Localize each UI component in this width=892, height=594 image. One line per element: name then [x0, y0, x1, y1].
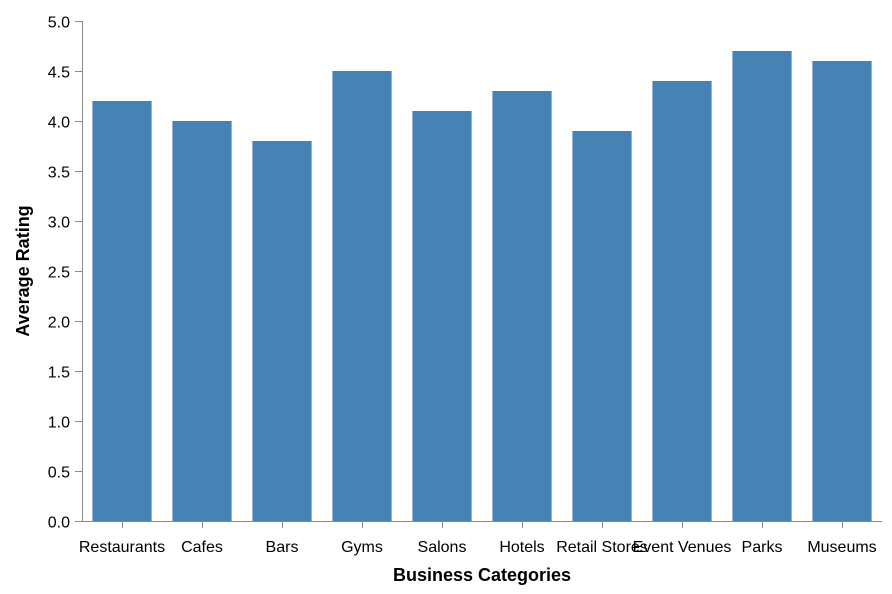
bar-event-venues	[652, 81, 712, 521]
x-tick-label: Event Venues	[633, 539, 732, 556]
y-tick-label: 1.5	[48, 365, 70, 382]
x-tick-label: Cafes	[181, 539, 223, 556]
bar-restaurants	[92, 101, 152, 521]
y-tick-label: 4.5	[48, 65, 70, 82]
bar-bars	[252, 141, 312, 521]
bar-retail-stores	[572, 131, 632, 521]
y-tick-label: 3.0	[48, 215, 70, 232]
bar-salons	[412, 111, 472, 521]
bar-hotels	[492, 91, 552, 521]
x-tick-label: Museums	[807, 539, 876, 556]
y-tick-label: 0.0	[48, 515, 70, 532]
y-tick-label: 4.0	[48, 115, 70, 132]
x-tick-label: Bars	[266, 539, 299, 556]
bars	[92, 51, 872, 521]
y-tick-label: 1.0	[48, 415, 70, 432]
bar-gyms	[332, 71, 392, 521]
y-tick-label: 5.0	[48, 15, 70, 32]
x-tick-label: Retail Stores	[556, 539, 648, 556]
y-tick-label: 3.5	[48, 165, 70, 182]
bar-museums	[812, 61, 872, 521]
y-tick-label: 2.0	[48, 315, 70, 332]
x-axis: Restaurants Cafes Bars Gyms Salons Hotels Reta…	[79, 521, 882, 556]
x-tick-label: Gyms	[341, 539, 383, 556]
y-tick-label: 0.5	[48, 465, 70, 482]
bar-cafes	[172, 121, 232, 521]
y-axis: 0.0 0.5 1.0 1.5 2.0 2.5 3.0 3.5 4.0 4.5 5.0	[48, 15, 83, 532]
x-tick-label: Parks	[742, 539, 783, 556]
bar-parks	[732, 51, 792, 521]
x-tick-label: Restaurants	[79, 539, 165, 556]
y-tick-label: 2.5	[48, 265, 70, 282]
x-tick-label: Salons	[418, 539, 467, 556]
x-tick-label: Hotels	[499, 539, 544, 556]
y-axis-title: Average Rating	[13, 205, 33, 336]
x-axis-title: Business Categories	[393, 565, 571, 585]
